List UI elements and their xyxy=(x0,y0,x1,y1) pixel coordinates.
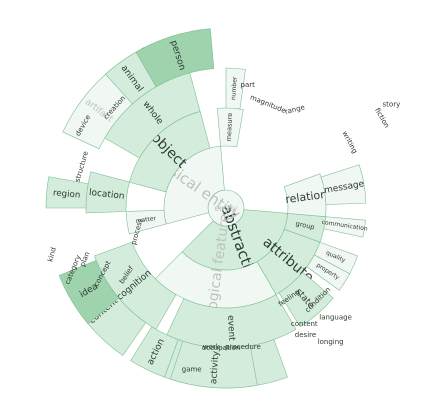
sector-message[interactable] xyxy=(320,164,367,205)
outer-label-language: language xyxy=(319,314,352,322)
label-region: region xyxy=(52,188,80,200)
sector-property[interactable] xyxy=(306,254,351,291)
sector-matter[interactable] xyxy=(125,209,167,235)
sector-activity[interactable] xyxy=(169,340,258,389)
sector-region[interactable] xyxy=(45,176,89,209)
sector-state[interactable] xyxy=(278,271,334,328)
label-group: group xyxy=(295,220,315,232)
sector-number[interactable] xyxy=(225,67,246,110)
sector-animal[interactable] xyxy=(105,51,157,105)
center-label: entity xyxy=(214,204,237,213)
label-number: number xyxy=(230,76,239,100)
label-matter: matter xyxy=(135,215,157,225)
label-location: location xyxy=(88,188,125,202)
outer-label-game: game xyxy=(182,365,202,373)
outer-label-range: range xyxy=(284,103,306,116)
sector-communication[interactable] xyxy=(323,216,366,238)
label-event: event xyxy=(225,315,236,342)
label-relation: relation xyxy=(285,188,328,206)
outer-label-content: content xyxy=(291,320,318,328)
outer-label-kind: kind xyxy=(46,246,58,262)
outer-label-part: part xyxy=(241,81,256,89)
outer-label-procedure: procedure xyxy=(225,343,261,351)
sector-person[interactable] xyxy=(135,28,215,88)
outer-label-occupation: occupation xyxy=(202,344,241,352)
outer-label-work: work xyxy=(203,343,221,351)
outer-label-magnitude: magnitude xyxy=(249,93,287,115)
outer-label-longing: longing xyxy=(318,338,344,346)
outer-label-story: story xyxy=(383,101,401,109)
outer-label-fiction: fiction xyxy=(373,107,391,130)
label-activity: activity xyxy=(209,350,221,384)
label-measure: measure xyxy=(225,113,234,142)
outer-label-writing: writing xyxy=(340,130,358,155)
outer-label-desire: desire xyxy=(295,331,316,339)
outer-label-structure: structure xyxy=(74,150,90,183)
sector-idea[interactable] xyxy=(58,260,120,325)
